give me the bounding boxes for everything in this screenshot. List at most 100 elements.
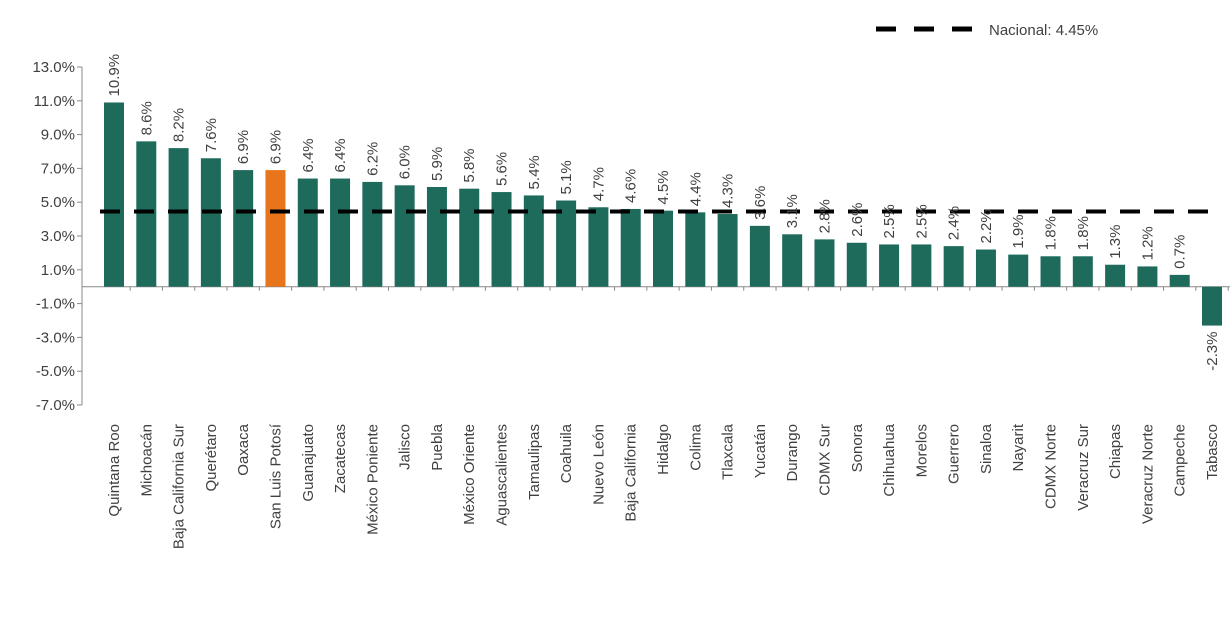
bar [168, 148, 189, 287]
data-label: 5.9% [429, 147, 446, 181]
data-label: 1.8% [1075, 216, 1092, 250]
bar [620, 208, 641, 287]
data-label: 10.9% [106, 54, 123, 97]
bar [1137, 266, 1158, 287]
data-label: 6.0% [397, 145, 414, 179]
y-tick-label: 11.0% [34, 93, 75, 110]
bar [426, 186, 447, 287]
data-label: 8.6% [138, 101, 155, 135]
data-label: 6.9% [235, 130, 252, 164]
category-label: Oaxaca [235, 423, 252, 475]
category-label: Baja California [623, 423, 640, 521]
data-label: -2.3% [1204, 332, 1221, 371]
bar [814, 239, 835, 287]
bar [588, 207, 609, 287]
category-label: Campeche [1172, 424, 1189, 497]
bar [685, 212, 706, 287]
bar [1169, 274, 1190, 287]
bar [556, 200, 577, 287]
y-tick-label: -1.0% [36, 296, 75, 313]
data-label: 2.6% [849, 203, 866, 237]
y-tick-label: 1.0% [41, 262, 75, 279]
y-tick-label: 13.0% [32, 59, 75, 76]
data-label: 5.6% [494, 152, 511, 186]
data-label: 1.3% [1107, 225, 1124, 259]
category-label: Sonora [849, 423, 866, 472]
category-label: Michoacán [138, 424, 155, 497]
data-label: 2.5% [881, 204, 898, 238]
bar [653, 210, 673, 287]
data-label: 3.6% [752, 186, 769, 220]
category-label: México Oriente [461, 424, 478, 525]
category-label: Sinaloa [978, 423, 995, 474]
bar [975, 249, 996, 287]
bar [104, 102, 124, 287]
y-tick-label: 7.0% [41, 160, 75, 177]
bar [233, 170, 254, 287]
category-label: Zacatecas [332, 424, 349, 493]
category-label: Aguascalientes [494, 424, 511, 526]
bar [879, 244, 900, 287]
bar [394, 185, 415, 287]
bar [523, 195, 544, 287]
bar [1040, 256, 1061, 287]
data-label: 4.5% [655, 170, 672, 204]
bar [749, 225, 770, 287]
category-label: Nuevo León [590, 424, 607, 505]
data-label: 6.4% [332, 138, 349, 172]
bar [1105, 264, 1126, 287]
data-label: 8.2% [171, 108, 188, 142]
category-label: Colima [687, 423, 704, 470]
category-label: Quintana Roo [106, 424, 123, 517]
bars [104, 102, 1222, 326]
data-label: 0.7% [1172, 235, 1189, 269]
bar [491, 192, 512, 287]
category-label: San Luis Potosí [267, 423, 284, 529]
category-label: Chihuahua [881, 423, 898, 496]
data-label: 2.5% [913, 204, 930, 238]
bar [717, 214, 738, 287]
bar [943, 246, 964, 287]
category-label: Veracruz Norte [1139, 424, 1156, 524]
bar [265, 170, 286, 287]
y-axis: 13.0% 11.0% 9.0% 7.0% 5.0% 3.0% 1.0% -1.0% -3.0%… [32, 59, 1230, 414]
data-label: 7.6% [203, 118, 220, 152]
data-label: 1.2% [1139, 226, 1156, 260]
category-label: Puebla [429, 423, 446, 470]
bar [136, 141, 157, 287]
data-label: 4.3% [720, 174, 737, 208]
bar [200, 158, 221, 287]
y-tick-label: -3.0% [36, 329, 75, 346]
data-label: 5.4% [526, 155, 543, 189]
bar [1008, 254, 1029, 287]
data-label: 5.8% [461, 148, 478, 182]
category-label: Veracruz Sur [1075, 424, 1092, 511]
bar [362, 181, 383, 287]
category-label: México Poniente [364, 424, 381, 535]
legend: Nacional: 4.45% [876, 22, 1098, 39]
y-tick-label: -5.0% [36, 363, 75, 380]
category-label: Querétaro [203, 424, 220, 492]
data-label: 6.9% [267, 130, 284, 164]
data-label: 6.2% [364, 142, 381, 176]
data-labels: 10.9% 8.6% 8.2% 7.6% 6.9% 6.9% 6.4% 6.4% 6.2% 6.0… [106, 54, 1221, 371]
category-label: Guanajuato [300, 424, 317, 502]
bar [911, 244, 932, 287]
bar [330, 178, 351, 287]
data-label: 2.4% [946, 206, 963, 240]
category-label: CDMX Norte [1043, 424, 1060, 509]
x-axis-labels: Quintana Roo Michoacán Baja California Sur… [106, 423, 1221, 549]
y-tick-label: -7.0% [36, 397, 75, 414]
category-label: Coahuila [558, 423, 575, 483]
data-label: 2.2% [978, 209, 995, 243]
bar [1202, 286, 1222, 326]
category-label: Tamaulipas [526, 424, 543, 500]
data-label: 6.4% [300, 138, 317, 172]
y-tick-label: 9.0% [41, 127, 75, 144]
data-label: 1.9% [1010, 214, 1027, 248]
data-label: 2.8% [816, 199, 833, 233]
category-label: Hidalgo [655, 424, 672, 475]
data-label: 5.1% [558, 160, 575, 194]
category-label: Morelos [913, 424, 930, 477]
